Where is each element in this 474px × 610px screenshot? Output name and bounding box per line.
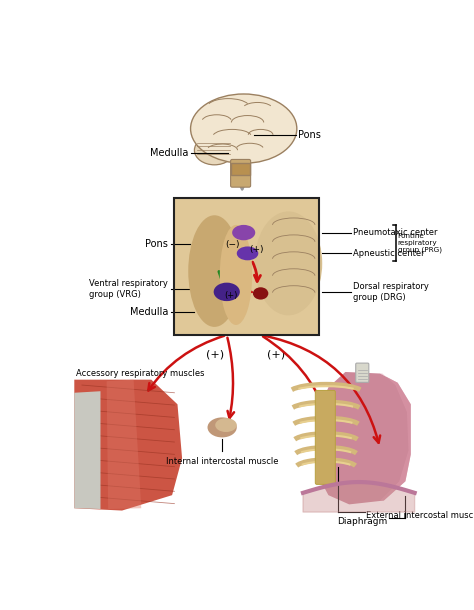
Text: Medulla: Medulla	[130, 307, 168, 317]
FancyBboxPatch shape	[315, 390, 335, 484]
Text: Dorsal respiratory
group (DRG): Dorsal respiratory group (DRG)	[353, 282, 429, 301]
Ellipse shape	[253, 287, 268, 300]
FancyBboxPatch shape	[231, 159, 251, 187]
Text: Ventral respiratory
group (VRG): Ventral respiratory group (VRG)	[90, 279, 168, 298]
Polygon shape	[303, 482, 415, 512]
Bar	[174, 198, 319, 335]
Ellipse shape	[232, 225, 255, 240]
Ellipse shape	[214, 282, 240, 301]
Polygon shape	[107, 379, 141, 509]
Polygon shape	[74, 391, 100, 509]
Text: (+): (+)	[206, 350, 224, 359]
Ellipse shape	[194, 135, 235, 165]
Text: (+): (+)	[224, 291, 237, 300]
Text: Pons: Pons	[298, 130, 321, 140]
Text: Diaphragm: Diaphragm	[337, 517, 388, 526]
Text: (+): (+)	[267, 350, 285, 359]
Text: Apneustic center: Apneustic center	[353, 249, 425, 258]
Text: Accessory respiratory muscles: Accessory respiratory muscles	[76, 369, 204, 378]
Ellipse shape	[237, 246, 258, 260]
Ellipse shape	[220, 225, 252, 325]
Bar	[231, 162, 250, 175]
Ellipse shape	[215, 418, 237, 432]
Ellipse shape	[208, 417, 237, 437]
Text: External intercostal muscle: External intercostal muscle	[366, 511, 474, 520]
Text: Internal intercostal muscle: Internal intercostal muscle	[166, 457, 278, 465]
Text: Pontine
respiratory
group (PRG): Pontine respiratory group (PRG)	[398, 233, 442, 253]
Text: (+): (+)	[249, 245, 264, 254]
Bar	[174, 198, 319, 335]
Text: Pons: Pons	[146, 239, 168, 249]
Ellipse shape	[188, 215, 241, 327]
Text: Medulla: Medulla	[150, 148, 188, 158]
Text: (−): (−)	[225, 240, 239, 249]
Polygon shape	[380, 373, 411, 501]
Text: Pneumotaxic center: Pneumotaxic center	[353, 228, 438, 237]
Ellipse shape	[191, 94, 297, 163]
Ellipse shape	[255, 212, 322, 315]
FancyBboxPatch shape	[356, 363, 369, 382]
Polygon shape	[316, 372, 411, 504]
Polygon shape	[74, 379, 182, 511]
